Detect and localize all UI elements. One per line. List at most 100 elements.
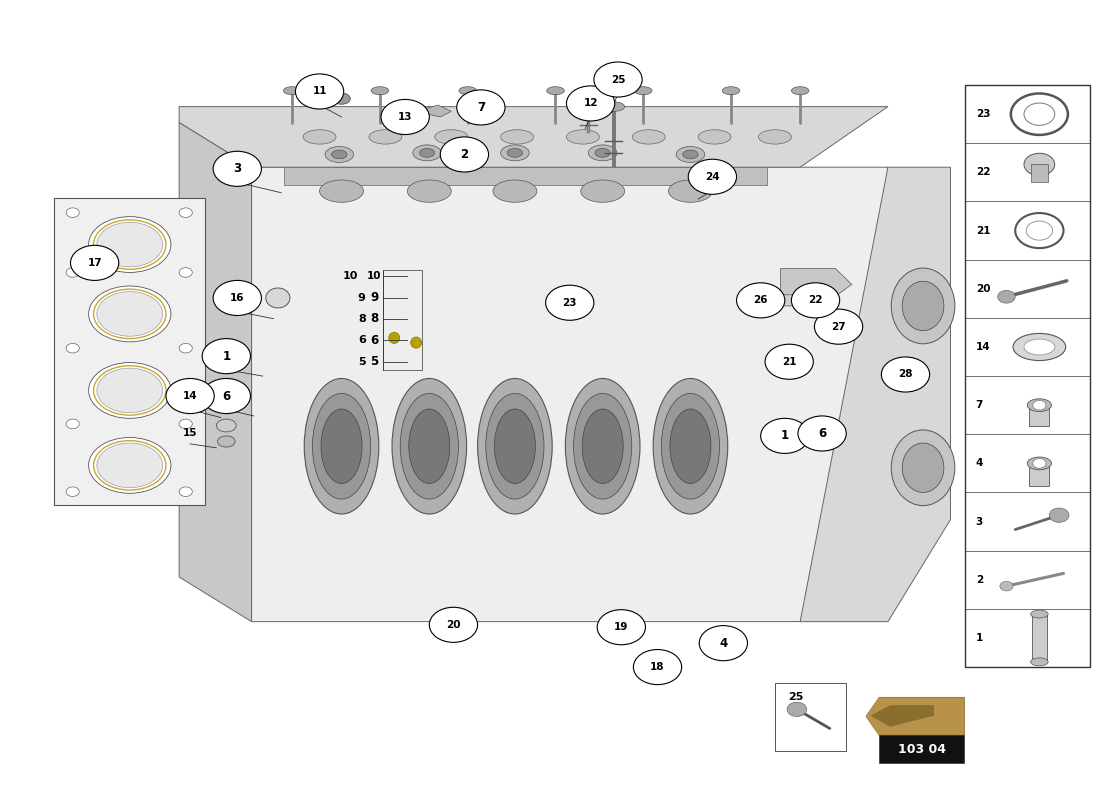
Circle shape [594,62,642,97]
Ellipse shape [66,208,79,218]
Ellipse shape [573,394,631,499]
Text: 20: 20 [976,284,990,294]
Circle shape [213,281,262,315]
Bar [1031,165,1048,182]
Text: 9: 9 [358,293,365,303]
Text: 2: 2 [461,148,469,161]
Ellipse shape [565,378,640,514]
Polygon shape [285,167,767,185]
Ellipse shape [97,291,163,336]
Text: 3: 3 [233,162,241,175]
Circle shape [689,159,737,194]
Bar [965,434,1090,493]
Bar [965,493,1090,550]
Circle shape [634,650,682,685]
Circle shape [429,607,477,642]
Text: 6: 6 [818,427,826,440]
Text: 22: 22 [976,167,990,178]
Text: 8: 8 [371,312,378,325]
Ellipse shape [66,487,79,497]
Bar [965,143,1090,202]
Ellipse shape [97,368,163,413]
Circle shape [881,357,930,392]
Polygon shape [754,294,800,306]
Text: 23: 23 [976,109,990,119]
Ellipse shape [332,93,350,104]
Text: 4: 4 [976,458,983,468]
Polygon shape [870,706,934,726]
Text: 8: 8 [358,314,365,324]
Ellipse shape [371,86,388,94]
Ellipse shape [179,343,192,353]
Ellipse shape [595,149,610,158]
Bar [965,202,1090,260]
Bar [54,198,206,506]
Text: a passion for cars since 1985: a passion for cars since 1985 [341,486,584,505]
Text: 22: 22 [808,295,823,306]
Text: 19: 19 [614,622,628,632]
Ellipse shape [217,419,236,432]
Ellipse shape [477,378,552,514]
Text: 21: 21 [976,226,990,235]
Circle shape [381,99,429,134]
Ellipse shape [1031,658,1048,666]
Circle shape [1000,582,1013,591]
Circle shape [791,283,839,318]
Circle shape [1049,508,1069,522]
Ellipse shape [676,146,705,162]
Text: 5: 5 [358,357,365,366]
Circle shape [440,137,488,172]
Text: 27: 27 [832,322,846,332]
Polygon shape [179,122,252,622]
Text: 3: 3 [976,517,983,526]
Ellipse shape [493,180,537,202]
Ellipse shape [320,180,363,202]
Circle shape [456,90,505,125]
Text: 17: 17 [87,258,102,268]
Ellipse shape [486,394,544,499]
Polygon shape [179,106,888,167]
Bar [965,609,1090,667]
Text: 26: 26 [754,295,768,306]
Ellipse shape [89,362,170,418]
Ellipse shape [66,268,79,278]
Ellipse shape [305,378,378,514]
Text: 25: 25 [788,692,803,702]
Ellipse shape [500,130,534,144]
Ellipse shape [179,208,192,218]
Text: 4: 4 [719,637,727,650]
Circle shape [70,246,119,281]
Ellipse shape [409,409,450,483]
Polygon shape [800,167,950,622]
Text: 15: 15 [183,429,197,438]
Ellipse shape [284,86,301,94]
Ellipse shape [603,102,625,111]
Circle shape [1033,400,1046,410]
Circle shape [1024,154,1055,175]
Text: 7: 7 [976,400,983,410]
Text: 14: 14 [976,342,990,352]
Ellipse shape [588,145,617,161]
Bar [879,735,965,762]
Ellipse shape [89,286,170,342]
Ellipse shape [407,180,451,202]
Circle shape [761,418,808,454]
Ellipse shape [494,409,536,483]
Ellipse shape [419,149,435,158]
Ellipse shape [500,145,529,161]
Ellipse shape [698,130,732,144]
Ellipse shape [179,268,192,278]
Text: 1: 1 [976,633,983,643]
Ellipse shape [891,430,955,506]
Bar [965,376,1090,434]
Ellipse shape [332,150,346,159]
Circle shape [700,626,748,661]
Text: 25: 25 [610,74,625,85]
Ellipse shape [653,378,728,514]
Ellipse shape [1013,334,1066,361]
Circle shape [296,74,343,109]
Circle shape [1033,458,1046,468]
Ellipse shape [547,86,564,94]
Circle shape [597,610,646,645]
Ellipse shape [392,378,466,514]
